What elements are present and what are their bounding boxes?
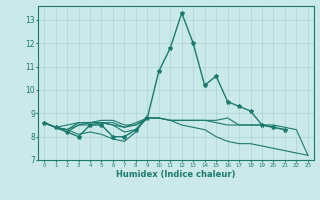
X-axis label: Humidex (Indice chaleur): Humidex (Indice chaleur) — [116, 170, 236, 179]
